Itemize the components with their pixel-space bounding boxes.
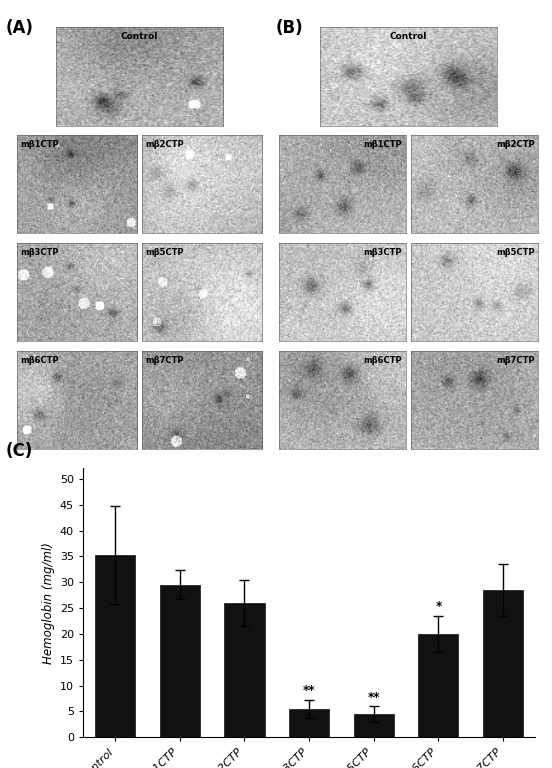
Text: Control: Control — [390, 31, 427, 41]
Text: mβ2CTP: mβ2CTP — [496, 140, 534, 149]
Bar — [225, 603, 264, 737]
Text: mβ6CTP: mβ6CTP — [363, 356, 402, 365]
Text: mβ7CTP: mβ7CTP — [146, 356, 184, 365]
Y-axis label: Hemoglobin (mg/ml): Hemoglobin (mg/ml) — [43, 542, 56, 664]
Text: mβ5CTP: mβ5CTP — [496, 247, 534, 257]
Text: **: ** — [303, 684, 315, 697]
Text: mβ3CTP: mβ3CTP — [20, 247, 59, 257]
Bar — [289, 709, 329, 737]
Text: mβ1CTP: mβ1CTP — [20, 140, 59, 149]
Text: mβ3CTP: mβ3CTP — [363, 247, 402, 257]
Text: *: * — [436, 601, 442, 613]
Text: Control: Control — [121, 31, 158, 41]
Text: (A): (A) — [6, 19, 33, 37]
Bar — [483, 590, 523, 737]
Text: mβ2CTP: mβ2CTP — [146, 140, 184, 149]
Text: (B): (B) — [276, 19, 304, 37]
Text: mβ1CTP: mβ1CTP — [363, 140, 402, 149]
Text: mβ7CTP: mβ7CTP — [496, 356, 534, 365]
Bar — [160, 584, 200, 737]
Bar — [418, 634, 459, 737]
Text: mβ5CTP: mβ5CTP — [146, 247, 184, 257]
Text: mβ6CTP: mβ6CTP — [20, 356, 59, 365]
Bar — [95, 554, 135, 737]
Text: **: ** — [368, 690, 380, 703]
Text: (C): (C) — [6, 442, 33, 459]
Bar — [354, 714, 394, 737]
